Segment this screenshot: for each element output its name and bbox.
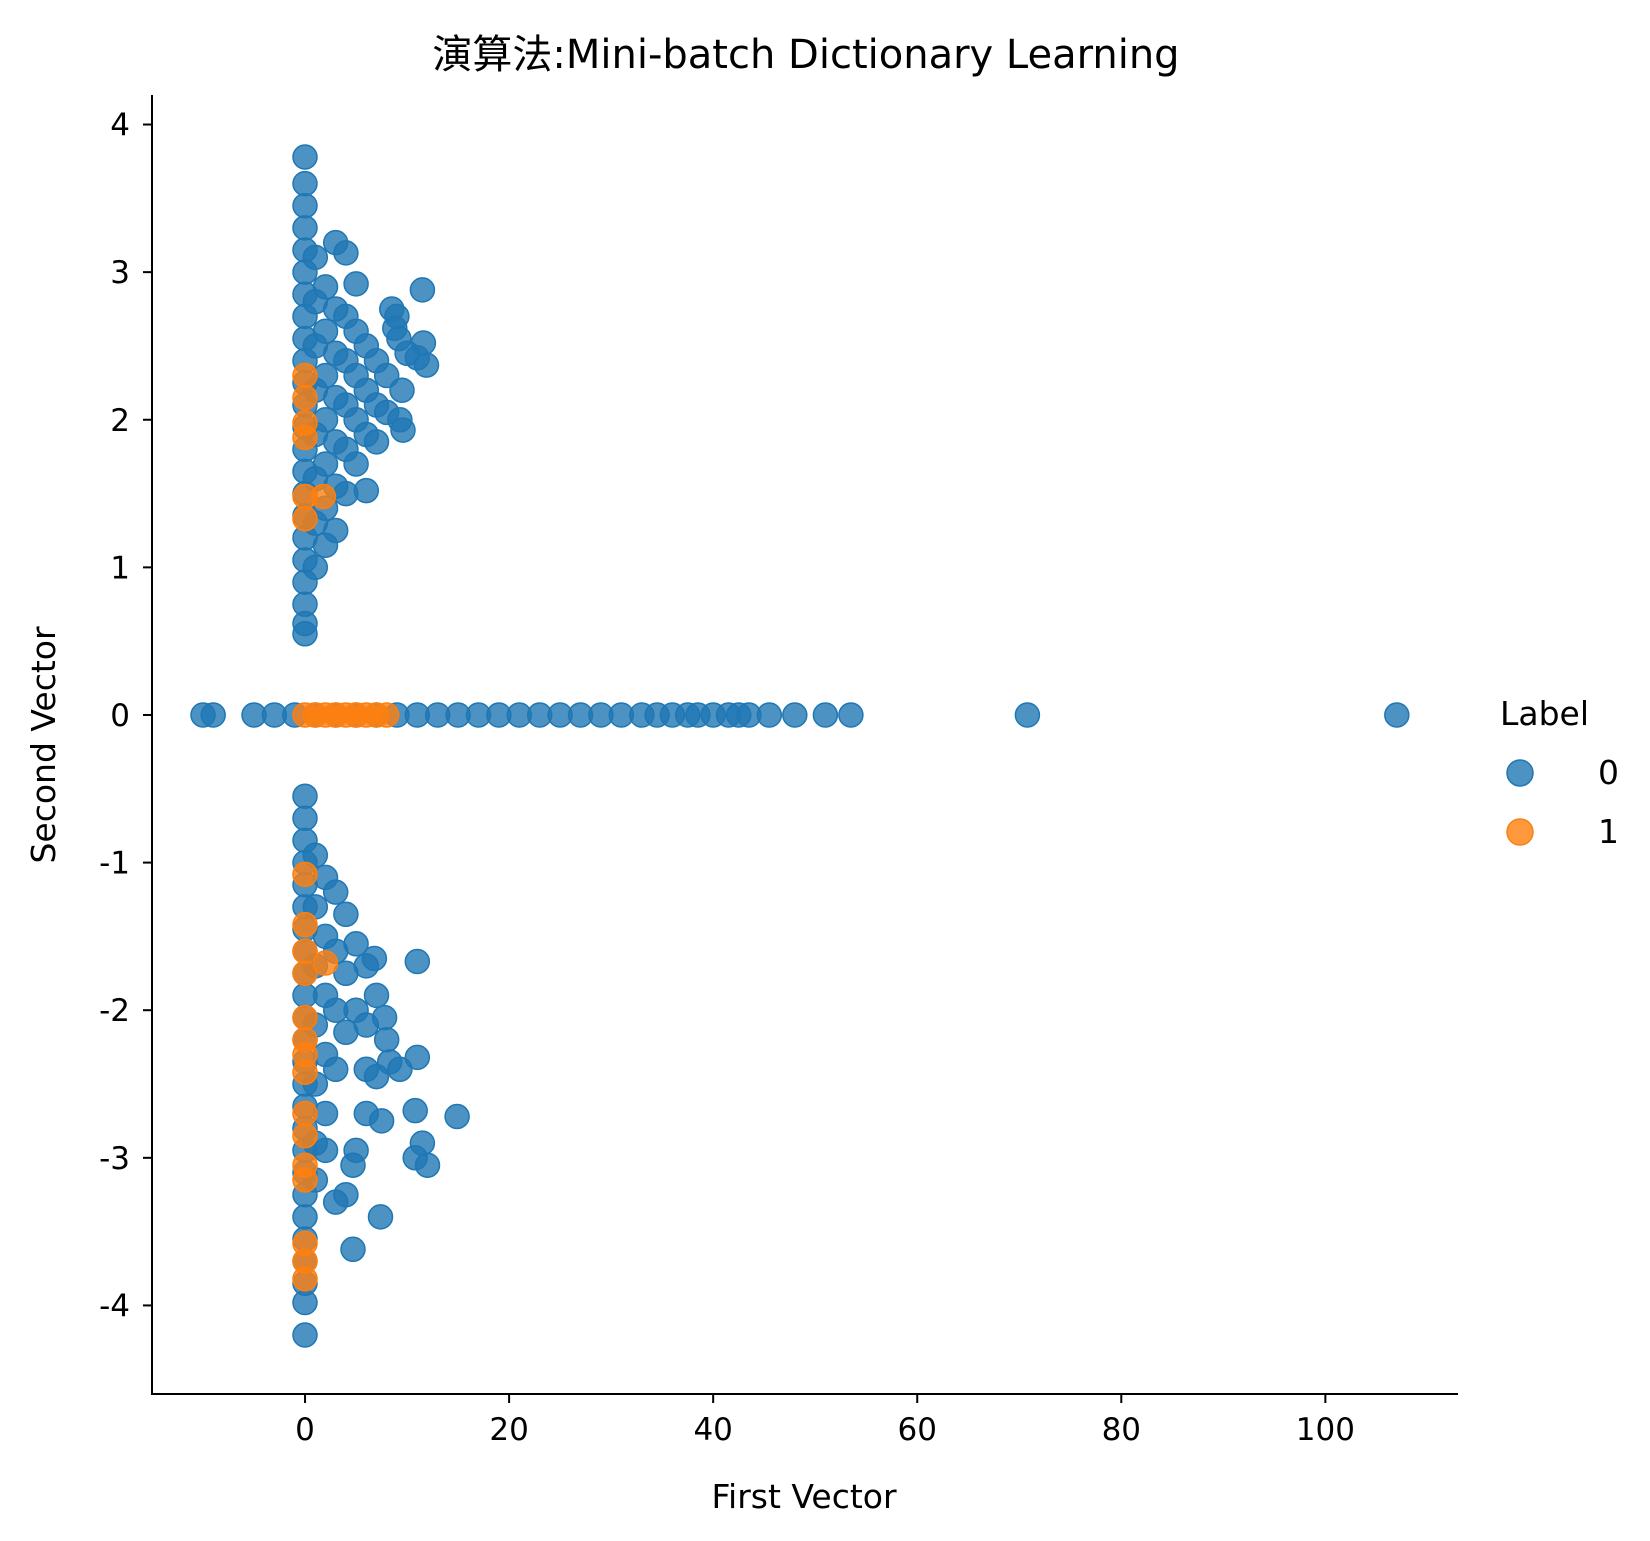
data-point-series-0-156 (333, 901, 359, 928)
x-tick-label-100: 100 (1296, 1412, 1355, 1448)
data-point-series-0-183 (414, 1152, 441, 1178)
data-point-series-1-10 (292, 384, 318, 411)
x-tick-label-80: 80 (1102, 1412, 1141, 1448)
data-point-series-1-31 (292, 1266, 318, 1292)
data-point-series-0-98 (363, 429, 390, 455)
data-point-series-0-66 (302, 554, 329, 581)
data-point-series-0-113 (292, 783, 318, 809)
data-point-series-0-132 (292, 1204, 318, 1230)
legend-title: Label (1500, 694, 1589, 733)
data-point-series-0-59 (302, 244, 329, 271)
data-point-series-0-105 (389, 377, 415, 403)
data-point-series-0-182 (409, 1130, 436, 1156)
data-point-series-0-107 (390, 417, 416, 443)
data-point-series-1-24 (292, 1059, 318, 1085)
data-point-series-0-71 (312, 451, 339, 477)
data-point-series-0-110 (409, 277, 436, 303)
data-point-series-1-20 (312, 950, 339, 976)
data-point-series-0-169 (361, 945, 388, 972)
data-point-series-0-174 (371, 1004, 398, 1031)
x-tick-label-60: 60 (898, 1412, 937, 1448)
y-tick-label-4: 4 (110, 108, 130, 144)
data-point-series-0-112 (413, 352, 440, 378)
data-point-series-0-170 (363, 982, 390, 1009)
data-point-series-1-21 (292, 1004, 318, 1031)
y-tick-label--2: -2 (99, 993, 130, 1029)
y-tick-label--1: -1 (99, 846, 130, 882)
data-point-series-0-175 (373, 1026, 400, 1053)
data-point-series-0-91 (343, 451, 369, 477)
y-axis-label: Second Vector (24, 626, 63, 864)
data-point-series-1-12 (292, 424, 318, 451)
legend-label-1: 1 (1598, 812, 1619, 851)
data-point-series-1-19 (292, 960, 318, 987)
data-point-series-0-30 (756, 702, 783, 728)
data-point-series-0-68 (312, 318, 339, 344)
data-point-series-1-26 (292, 1122, 318, 1149)
data-point-series-0-178 (404, 948, 431, 975)
data-point-series-0-136 (292, 1289, 318, 1316)
data-point-series-0-37 (292, 170, 318, 197)
data-point-series-0-39 (292, 215, 318, 241)
data-point-series-0-34 (1014, 702, 1041, 728)
plot-area (190, 144, 1410, 1348)
data-point-series-0-162 (340, 1236, 366, 1263)
legend-marker-0 (1506, 759, 1534, 787)
data-point-series-0-172 (368, 1108, 395, 1134)
data-point-series-1-28 (292, 1167, 318, 1193)
data-point-series-0-58 (292, 621, 318, 647)
data-point-series-0-111 (410, 330, 437, 356)
data-point-series-1-16 (292, 861, 318, 888)
data-point-series-0-184 (444, 1103, 470, 1130)
data-point-series-0-80 (322, 517, 349, 544)
data-point-series-0-31 (782, 702, 808, 728)
x-axis-label: First Vector (711, 1477, 897, 1516)
data-point-series-1-8 (373, 702, 400, 728)
data-point-series-1-17 (292, 911, 318, 938)
data-point-series-0-87 (343, 271, 369, 297)
data-point-series-0-179 (404, 1044, 431, 1071)
y-tick-label--3: -3 (99, 1141, 130, 1177)
data-point-series-0-1 (200, 702, 226, 728)
y-tick-label-0: 0 (110, 698, 130, 734)
x-tick-label-0: 0 (295, 1412, 315, 1448)
data-point-series-0-32 (812, 702, 839, 728)
x-tick-label-40: 40 (693, 1412, 732, 1448)
data-point-series-0-150 (312, 1137, 339, 1164)
data-point-series-1-25 (292, 1100, 318, 1127)
data-point-series-0-114 (292, 805, 318, 832)
data-point-series-0-95 (353, 477, 380, 504)
data-point-series-0-81 (333, 240, 359, 266)
data-point-series-1-14 (292, 505, 318, 532)
data-point-series-0-36 (292, 144, 318, 170)
data-point-series-0-161 (343, 1137, 369, 1164)
data-point-series-0-154 (322, 1056, 349, 1083)
legend-marker-1 (1506, 818, 1534, 846)
data-point-series-0-67 (312, 274, 339, 300)
data-point-series-0-177 (387, 1056, 413, 1083)
data-point-series-0-33 (838, 702, 864, 728)
y-tick-label-1: 1 (110, 550, 130, 586)
data-point-series-0-180 (402, 1097, 428, 1124)
data-point-series-0-151 (322, 879, 349, 905)
y-tick-label--4: -4 (99, 1288, 130, 1324)
x-axis-ticks: 0 20 40 60 80 100 (295, 1394, 1355, 1448)
legend: Label 0 1 (1500, 694, 1619, 851)
data-point-series-1-9 (292, 362, 318, 389)
data-point-series-0-38 (292, 192, 318, 219)
chart-title: 演算法:Mini-batch Dictionary Learning (432, 32, 1179, 78)
y-axis-ticks: -4 -3 -2 -1 0 1 2 3 4 (99, 108, 152, 1324)
data-point-series-0-173 (367, 1204, 394, 1230)
x-tick-label-20: 20 (489, 1412, 528, 1448)
y-tick-label-3: 3 (110, 255, 130, 291)
data-point-series-1-15 (310, 483, 337, 510)
data-point-series-0-159 (333, 1181, 359, 1208)
data-point-series-0-137 (292, 1322, 318, 1348)
legend-label-0: 0 (1598, 753, 1619, 792)
y-tick-label-2: 2 (110, 403, 130, 439)
data-point-series-0-163 (343, 931, 369, 957)
data-point-series-0-35 (1384, 702, 1410, 728)
